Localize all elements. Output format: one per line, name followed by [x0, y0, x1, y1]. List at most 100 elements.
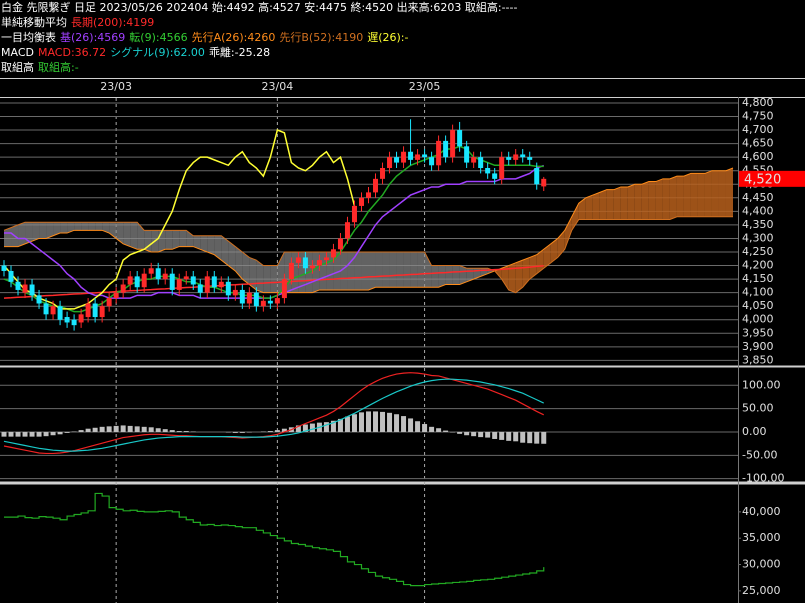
histogram-bar — [162, 429, 168, 432]
candle-body — [232, 289, 238, 296]
histogram-bar — [29, 431, 35, 437]
histogram-bar — [492, 431, 498, 439]
cloud-segment — [235, 246, 243, 280]
histogram-bar — [429, 426, 435, 432]
candle-body — [155, 268, 161, 280]
cloud-segment — [431, 265, 439, 288]
candle-body — [253, 292, 259, 307]
histogram-bar — [485, 431, 491, 438]
cloud-segment — [74, 222, 82, 231]
histogram-bar — [422, 424, 428, 432]
candle-body — [499, 157, 505, 179]
cloud-segment — [81, 222, 89, 231]
header-text: 長期(200):4199 — [71, 16, 155, 29]
cloud-segment — [620, 186, 628, 220]
y-tick-label: -100.00 — [742, 472, 784, 485]
header-text: 先行B(52):4190 — [279, 31, 364, 44]
histogram-bar — [408, 418, 414, 432]
cloud-segment — [641, 181, 649, 220]
cloud-segment — [46, 222, 54, 239]
cloud-segment — [312, 252, 320, 293]
candle-body — [78, 314, 84, 323]
candle-body — [197, 284, 203, 293]
cloud-segment — [214, 235, 222, 261]
cloud-segment — [123, 222, 131, 247]
header-text: 白金 先限繋ぎ 日足 2023/05/26 202404 始:4492 高:45… — [1, 1, 518, 14]
histogram-bar — [92, 427, 98, 432]
cloud-segment — [459, 265, 467, 285]
histogram-bar — [134, 426, 140, 432]
cloud-segment — [396, 252, 404, 288]
header-text: 取組高:- — [38, 61, 79, 74]
y-tick-label: 4,750 — [742, 110, 774, 123]
cloud-segment — [333, 252, 341, 290]
indicator-line — [3, 372, 545, 455]
candle-body — [225, 281, 231, 296]
y-tick-label: 4,650 — [742, 137, 774, 150]
cloud-segment — [263, 265, 271, 293]
candle-body — [211, 276, 217, 288]
histogram-bar — [330, 420, 336, 432]
histogram-bar — [176, 431, 182, 432]
cloud-segment — [144, 230, 152, 253]
cloud-segment — [438, 265, 446, 288]
header-line: 単純移動平均 長期(200):4199 — [0, 15, 805, 30]
candle-body — [302, 257, 308, 269]
cloud-segment — [669, 176, 677, 220]
open-interest-line — [4, 492, 545, 587]
histogram-bar — [309, 423, 315, 432]
y-tick-label: 4,600 — [742, 150, 774, 163]
histogram-bar — [141, 426, 147, 432]
y-tick-label: 4,800 — [742, 96, 774, 109]
candle-body — [92, 303, 98, 318]
histogram-bar — [267, 431, 273, 432]
cloud-segment — [403, 252, 411, 288]
header-line: 取組高 取組高:- — [0, 60, 805, 75]
histogram-bar — [15, 431, 21, 437]
histogram-bar — [64, 431, 70, 433]
header-text: MACD:36.72 — [37, 46, 107, 59]
header-text: 単純移動平均 — [1, 16, 67, 29]
candle-body — [15, 281, 21, 290]
cloud-segment — [249, 257, 257, 290]
y-tick-label: -50.00 — [742, 448, 777, 461]
candle-body — [358, 197, 364, 206]
cloud-segment — [410, 252, 418, 288]
header-line: 一目均衡表 基(26):4569 転(9):4566 先行A(26):4260 先行B(… — [0, 30, 805, 45]
cloud-segment — [389, 252, 397, 288]
histogram-bar — [85, 428, 91, 432]
histogram-bar — [127, 425, 133, 432]
candle-body — [330, 249, 336, 258]
cloud-segment — [501, 265, 509, 290]
histogram-bar — [78, 430, 84, 432]
y-tick-label: 25,000 — [742, 584, 781, 597]
candle-body — [43, 303, 49, 315]
header-text: 一目均衡表 — [1, 31, 56, 44]
cloud-segment — [130, 222, 138, 250]
candle-body — [387, 157, 393, 168]
candle-body — [29, 284, 35, 296]
candle-body — [36, 295, 42, 304]
candle-body — [274, 298, 280, 304]
candle-body — [106, 298, 112, 307]
y-tick-label: 50.00 — [742, 402, 774, 415]
cloud-segment — [627, 184, 635, 220]
histogram-bar — [43, 431, 49, 437]
cloud-segment — [242, 252, 250, 285]
histogram-bar — [380, 411, 386, 432]
cloud-segment — [718, 170, 726, 217]
histogram-bar — [50, 431, 56, 436]
candle-body — [288, 262, 294, 280]
candle-body — [344, 222, 350, 239]
cloud-segment — [508, 262, 516, 293]
histogram-bar — [464, 431, 470, 436]
histogram-bar — [534, 431, 540, 444]
cloud-segment — [599, 189, 607, 220]
candle-body — [401, 151, 407, 163]
candle-body — [309, 265, 315, 269]
header-line: MACD MACD:36.72 シグナル(9):62.00 乖離:-25.28 — [0, 45, 805, 60]
cloud-segment — [172, 230, 180, 250]
candle-body — [450, 130, 456, 158]
cloud-segment — [361, 252, 369, 290]
